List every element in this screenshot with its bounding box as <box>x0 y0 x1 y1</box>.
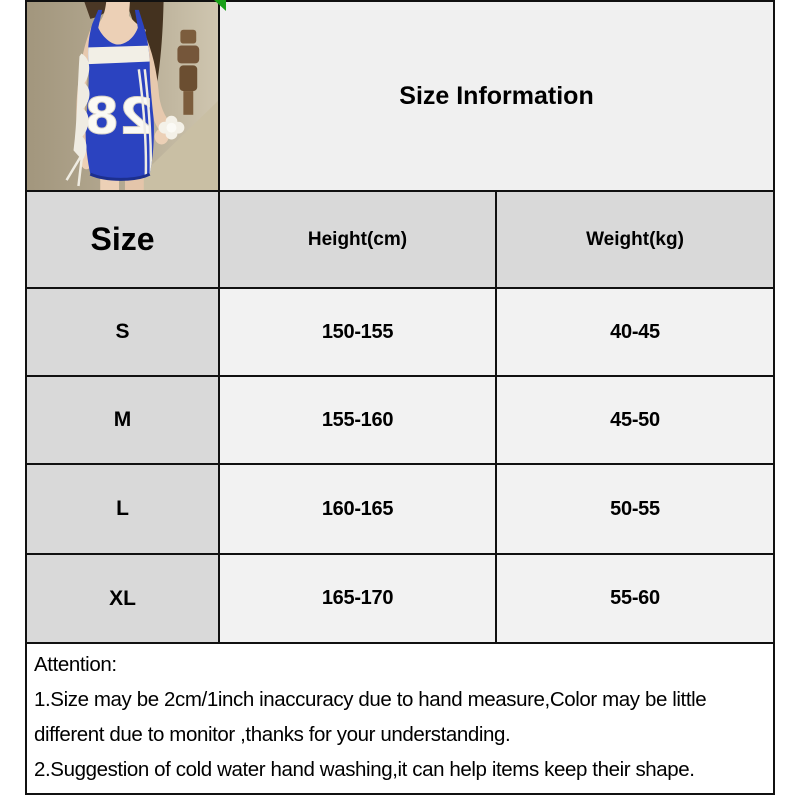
wood-sculpture <box>177 29 200 115</box>
neckline <box>98 21 138 45</box>
column-header-size: Size <box>27 192 218 287</box>
row-l-weight-value: 50-55 <box>497 465 773 553</box>
model-photo-illustration: 28 <box>27 2 218 190</box>
row-s-weight-value: 40-45 <box>497 289 773 375</box>
row-s-size-label: S <box>27 289 218 375</box>
attention-note-1: 1.Size may be 2cm/1inch inaccuracy due t… <box>34 688 707 746</box>
row-l-size-label: L <box>27 465 218 553</box>
model-figure: 28 <box>65 2 185 190</box>
dress-strings <box>65 149 86 187</box>
row-m-height-value: 155-160 <box>220 377 495 463</box>
row-s-height-value: 150-155 <box>220 289 495 375</box>
column-header-height: Height(cm) <box>220 192 495 287</box>
attention-box: Attention: 1.Size may be 2cm/1inch inacc… <box>27 644 773 793</box>
row-m-weight-value: 45-50 <box>497 377 773 463</box>
column-header-weight: Weight(kg) <box>497 192 773 287</box>
row-xl-weight-value: 55-60 <box>497 555 773 642</box>
attention-note-2: 2.Suggestion of cold water hand washing,… <box>34 758 695 781</box>
flower-scrunchie <box>158 115 185 140</box>
page-title: Size Information <box>399 81 594 110</box>
row-l-height-value: 160-165 <box>220 465 495 553</box>
dress-side-stripes <box>137 69 153 179</box>
lace-trim <box>73 53 90 161</box>
green-corner-marker-icon <box>214 0 226 11</box>
row-m-size-label: M <box>27 377 218 463</box>
size-chart-table: 28 <box>25 0 775 795</box>
dress-chest-stripe <box>85 45 154 65</box>
row-xl-size-label: XL <box>27 555 218 642</box>
attention-heading: Attention: <box>34 653 117 676</box>
product-photo: 28 <box>27 2 218 190</box>
row-xl-height-value: 165-170 <box>220 555 495 642</box>
title-panel: Size Information <box>220 2 773 190</box>
